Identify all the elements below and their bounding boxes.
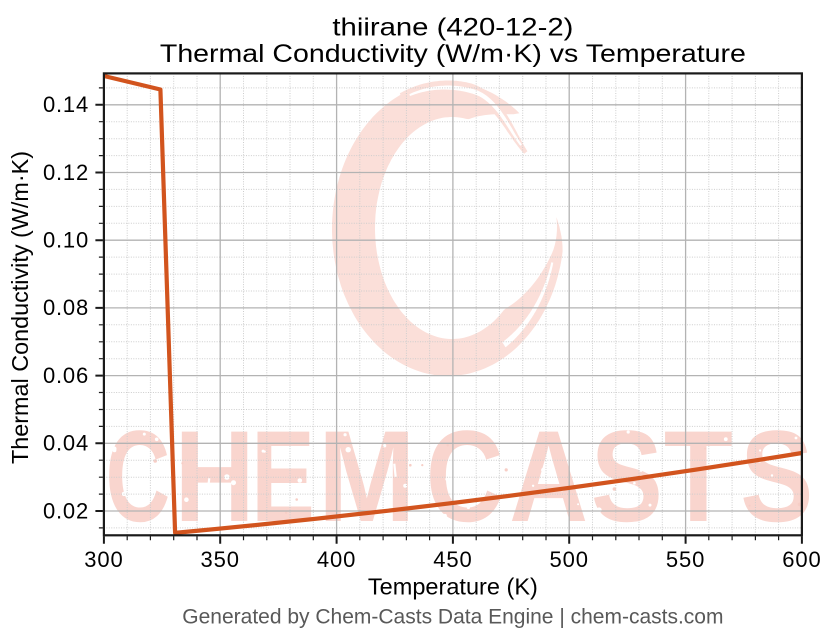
svg-text:T: T	[664, 404, 733, 549]
svg-text:C: C	[106, 403, 171, 549]
svg-text:Generated by Chem-Casts Data E: Generated by Chem-Casts Data Engine | ch…	[182, 605, 723, 628]
svg-text:350: 350	[200, 547, 239, 572]
svg-text:thiirane (420-12-2): thiirane (420-12-2)	[332, 14, 573, 42]
svg-text:Thermal Conductivity (W/m·K): Thermal Conductivity (W/m·K)	[7, 151, 33, 464]
svg-text:500: 500	[549, 547, 588, 572]
svg-text:400: 400	[317, 547, 356, 572]
svg-text:550: 550	[666, 547, 705, 572]
svg-text:Thermal Conductivity (W/m·K) v: Thermal Conductivity (W/m·K) vs Temperat…	[160, 40, 746, 68]
svg-text:0.04: 0.04	[43, 431, 89, 456]
svg-text:0.02: 0.02	[43, 498, 89, 523]
svg-text:0.10: 0.10	[43, 228, 89, 253]
svg-text:600: 600	[782, 547, 821, 572]
svg-text:0.06: 0.06	[43, 363, 89, 388]
svg-text:0.14: 0.14	[43, 92, 89, 117]
svg-text:0.08: 0.08	[43, 295, 89, 320]
svg-text:450: 450	[433, 547, 472, 572]
svg-text:A: A	[509, 404, 588, 549]
svg-text:300: 300	[84, 547, 123, 572]
svg-text:Temperature (K): Temperature (K)	[368, 574, 538, 600]
svg-text:0.12: 0.12	[43, 160, 89, 185]
